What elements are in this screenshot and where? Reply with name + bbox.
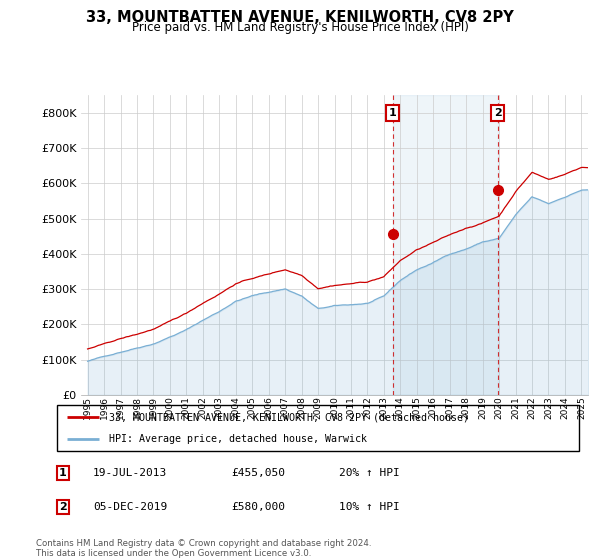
Bar — [393, 95, 498, 395]
Text: 1: 1 — [389, 108, 397, 118]
Text: Price paid vs. HM Land Registry's House Price Index (HPI): Price paid vs. HM Land Registry's House … — [131, 21, 469, 34]
Text: 19-JUL-2013: 19-JUL-2013 — [93, 468, 167, 478]
Text: 33, MOUNTBATTEN AVENUE, KENILWORTH, CV8 2PY (detached house): 33, MOUNTBATTEN AVENUE, KENILWORTH, CV8 … — [109, 412, 469, 422]
Text: Contains HM Land Registry data © Crown copyright and database right 2024.
This d: Contains HM Land Registry data © Crown c… — [36, 539, 371, 558]
Text: 2: 2 — [494, 108, 502, 118]
Text: 05-DEC-2019: 05-DEC-2019 — [93, 502, 167, 512]
Text: 2: 2 — [59, 502, 67, 512]
Text: 20% ↑ HPI: 20% ↑ HPI — [339, 468, 400, 478]
Text: 1: 1 — [59, 468, 67, 478]
Text: £580,000: £580,000 — [231, 502, 285, 512]
Text: HPI: Average price, detached house, Warwick: HPI: Average price, detached house, Warw… — [109, 435, 367, 444]
Text: 10% ↑ HPI: 10% ↑ HPI — [339, 502, 400, 512]
Text: £455,050: £455,050 — [231, 468, 285, 478]
Text: 33, MOUNTBATTEN AVENUE, KENILWORTH, CV8 2PY: 33, MOUNTBATTEN AVENUE, KENILWORTH, CV8 … — [86, 10, 514, 25]
